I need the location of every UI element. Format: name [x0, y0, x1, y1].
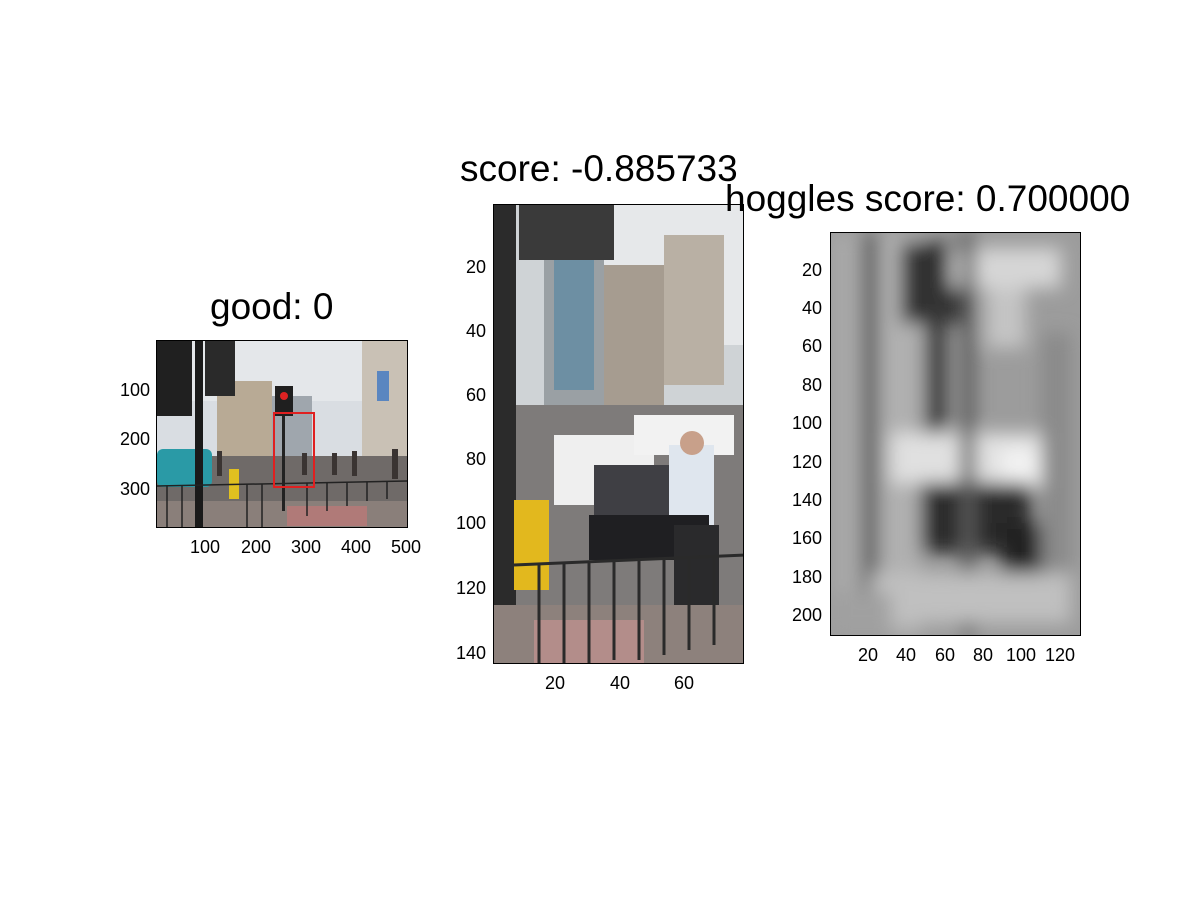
- panel1-xtick: 400: [340, 537, 372, 557]
- panel3-ytick: 120: [791, 452, 822, 472]
- panel3-ytick: 160: [791, 528, 822, 548]
- panel2-ytick: 40: [465, 321, 486, 341]
- cropped-pedestrian-image: [494, 205, 743, 663]
- panel3-ytick: 20: [801, 260, 822, 280]
- panel3-ytick: 180: [791, 567, 822, 587]
- panel2-ytick: 120: [455, 578, 486, 598]
- street-scene-image: [157, 341, 407, 527]
- panel1-ytick: 200: [119, 429, 150, 449]
- panel1-title: good: 0: [210, 286, 334, 327]
- panel1-image: [156, 340, 408, 528]
- panel3-ytick: 200: [791, 605, 822, 625]
- panel3-image: [830, 232, 1081, 636]
- hoggles-reconstruction-image: [831, 233, 1080, 635]
- panel3-xtick: 60: [934, 645, 956, 665]
- panel2-xtick: 20: [544, 673, 566, 693]
- panel1-xtick: 300: [290, 537, 322, 557]
- panel1-xtick: 500: [390, 537, 422, 557]
- panel3-xtick: 80: [972, 645, 994, 665]
- panel3-xtick: 120: [1044, 645, 1076, 665]
- panel1-xtick: 200: [240, 537, 272, 557]
- panel2-ytick: 80: [465, 449, 486, 469]
- panel2-xtick: 40: [609, 673, 631, 693]
- panel2-ytick: 100: [455, 513, 486, 533]
- panel3-ytick: 40: [801, 298, 822, 318]
- panel3-title: hoggles score: 0.700000: [725, 178, 1131, 219]
- detection-box: [273, 412, 315, 488]
- panel3-ytick: 80: [801, 375, 822, 395]
- panel3-ytick: 140: [791, 490, 822, 510]
- panel2-image: [493, 204, 744, 664]
- panel2-xtick: 60: [673, 673, 695, 693]
- panel2-ytick: 60: [465, 385, 486, 405]
- panel1-ytick: 100: [119, 380, 150, 400]
- panel3-xtick: 20: [857, 645, 879, 665]
- panel3-xtick: 100: [1005, 645, 1037, 665]
- panel3-xtick: 40: [895, 645, 917, 665]
- panel3-ytick: 100: [791, 413, 822, 433]
- panel1-xtick: 100: [189, 537, 221, 557]
- panel2-ytick: 20: [465, 257, 486, 277]
- panel2-title: score: -0.885733: [460, 148, 738, 189]
- panel1-ytick: 300: [119, 479, 150, 499]
- panel3-ytick: 60: [801, 336, 822, 356]
- panel2-ytick: 140: [455, 643, 486, 663]
